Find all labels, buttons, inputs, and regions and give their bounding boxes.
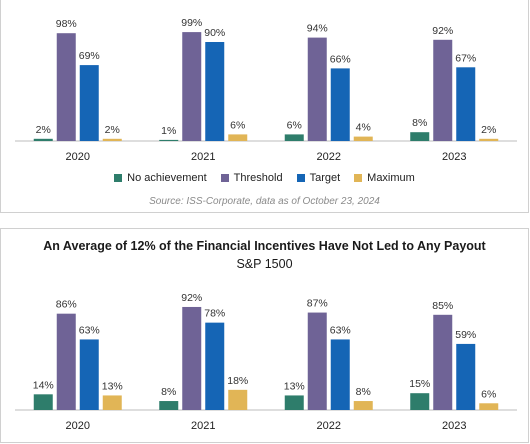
bar [159, 139, 179, 141]
chart-panel-bottom: 14% 86% 63% 13% 2020 8% 92% 78% 18% 2021 13% 87% 63%… [0, 228, 529, 443]
data-label: 87% [307, 298, 328, 310]
data-label: 90% [204, 27, 225, 39]
bar [102, 395, 122, 410]
bar [479, 138, 499, 141]
bar [479, 403, 499, 410]
data-label: 2% [36, 124, 51, 136]
bar [228, 134, 248, 141]
bar [410, 393, 430, 410]
data-label: 85% [432, 300, 453, 312]
data-label: 94% [307, 23, 328, 35]
x-tick-label: 2023 [442, 420, 466, 432]
data-label: 8% [356, 386, 371, 398]
data-label: 66% [330, 53, 351, 65]
bar [353, 136, 373, 141]
data-label: 8% [161, 386, 176, 398]
legend: No achievement Threshold Target Maximum [1, 172, 528, 184]
bar-chart-top: 2% 98% 69% 2% 2020 1% 99%90% 6% 2021 6% 94% 66% 4% 20… [15, 17, 517, 163]
data-label: 59% [455, 329, 476, 341]
bar [353, 401, 373, 410]
legend-swatch [354, 174, 363, 182]
bar [33, 394, 53, 410]
legend-swatch [114, 174, 123, 182]
legend-label: Target [309, 172, 341, 184]
legend-label: Threshold [233, 172, 283, 184]
bar [182, 32, 202, 141]
bar [182, 306, 202, 410]
bar [159, 401, 179, 410]
bar [284, 395, 304, 410]
bar [79, 339, 99, 410]
data-label: 8% [412, 117, 427, 129]
bar [205, 42, 225, 141]
bar [433, 314, 453, 410]
legend-swatch [220, 174, 229, 182]
bar [330, 339, 350, 410]
bar [56, 33, 76, 142]
data-label: 14% [33, 379, 54, 391]
x-tick-label: 2022 [317, 420, 341, 432]
bar [228, 389, 248, 410]
data-label: 99% [181, 17, 202, 29]
data-label: 86% [56, 299, 77, 311]
data-label: 18% [227, 375, 248, 387]
bar [79, 65, 99, 141]
source-note: Source: ISS-Corporate, data as of Octobe… [149, 196, 380, 207]
legend-item-maximum: Maximum [354, 172, 415, 184]
bar [307, 312, 327, 410]
legend-label: Maximum [367, 172, 415, 184]
data-label: 67% [455, 52, 476, 64]
bar-chart-bottom: 14% 86% 63% 13% 2020 8% 92%78% 18% 2021 13% 87% 63%… [15, 292, 517, 432]
data-label: 6% [287, 119, 302, 131]
data-label: 69% [79, 50, 100, 62]
bar [410, 132, 430, 141]
data-label: 78% [204, 308, 225, 320]
legend-item-threshold: Threshold [220, 172, 283, 184]
x-tick-label: 2022 [317, 151, 341, 163]
legend-item-target: Target [296, 172, 341, 184]
bar [56, 313, 76, 410]
data-label: 6% [230, 119, 245, 131]
data-label: 63% [330, 324, 351, 336]
bar [456, 343, 476, 410]
chart-subtitle: S&P 1500 [236, 257, 293, 271]
data-label: 13% [284, 380, 305, 392]
bar [456, 67, 476, 141]
x-tick-label: 2021 [191, 420, 215, 432]
x-tick-label: 2020 [66, 151, 90, 163]
chart-panel-top: 2% 98% 69% 2% 2020 1% 99% 90% 6% 2021 6% 94% 66% 4% 20… [0, 0, 529, 213]
data-label: 2% [481, 124, 496, 136]
bar [330, 68, 350, 141]
bar [433, 39, 453, 141]
x-tick-label: 2020 [66, 420, 90, 432]
bar [33, 138, 53, 141]
bar [102, 138, 122, 141]
data-label: 63% [79, 324, 100, 336]
data-label: 13% [102, 380, 123, 392]
legend-item-no-achievement: No achievement [114, 172, 207, 184]
bar [284, 134, 304, 141]
chart-title: An Average of 12% of the Financial Incen… [43, 239, 486, 253]
data-label: 4% [356, 122, 371, 134]
bar [205, 322, 225, 410]
x-tick-label: 2023 [442, 151, 466, 163]
bar [307, 37, 327, 141]
data-label: 15% [409, 378, 430, 390]
data-label: 6% [481, 388, 496, 400]
legend-label: No achievement [127, 172, 207, 184]
legend-swatch [296, 174, 305, 182]
data-label: 1% [161, 125, 176, 137]
data-label: 92% [181, 292, 202, 304]
data-label: 2% [105, 124, 120, 136]
data-label: 98% [56, 18, 77, 30]
x-tick-label: 2021 [191, 151, 215, 163]
data-label: 92% [432, 25, 453, 37]
